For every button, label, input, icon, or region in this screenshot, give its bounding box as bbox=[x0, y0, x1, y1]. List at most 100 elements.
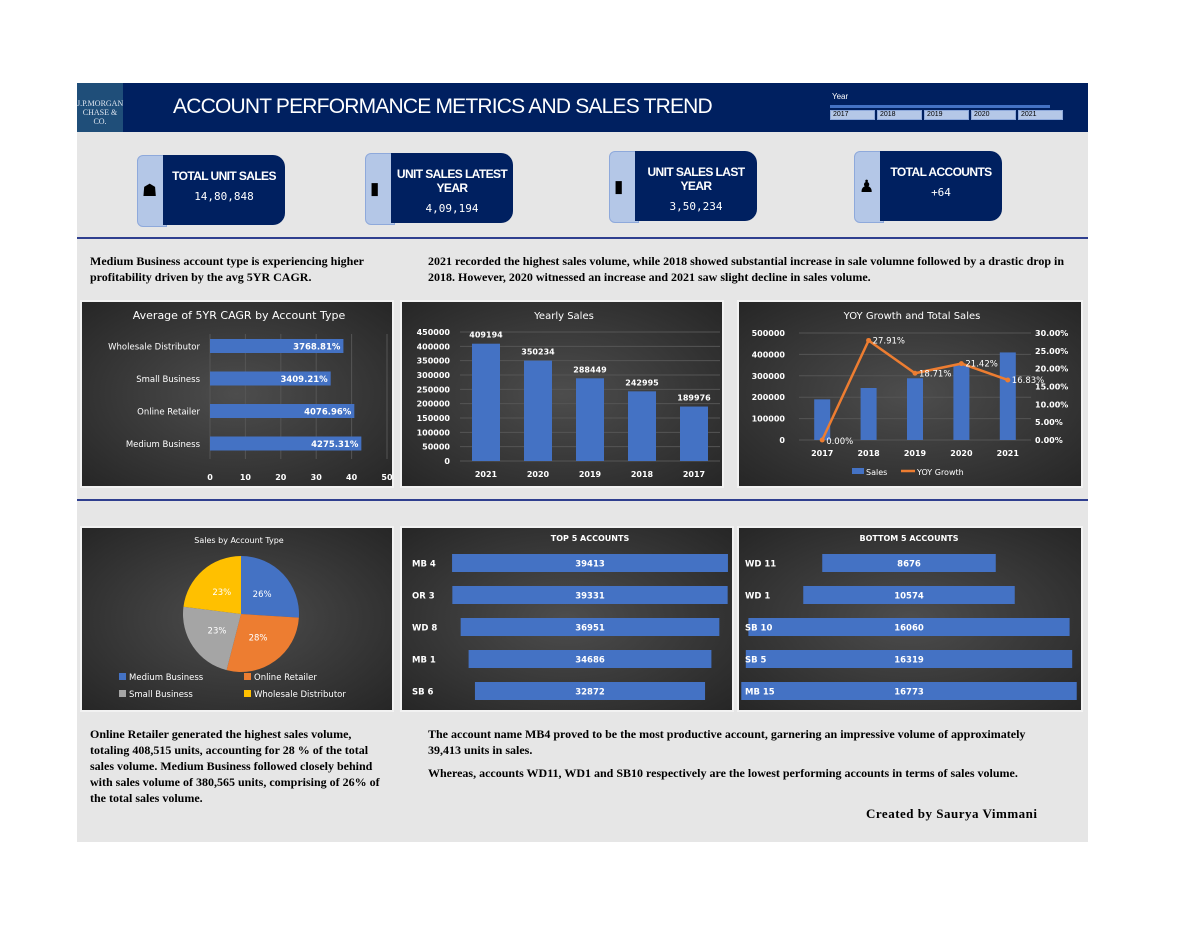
bar bbox=[524, 360, 552, 461]
bar bbox=[210, 436, 362, 451]
data-label: 16773 bbox=[894, 688, 924, 698]
category-label: SB 5 bbox=[745, 656, 767, 666]
y2-tick-label: 30.00% bbox=[1035, 329, 1068, 338]
header-bar: J.P.MORGAN CHASE & CO. ACCOUNT PERFORMANC… bbox=[77, 83, 1088, 132]
category-label: Small Business bbox=[136, 375, 200, 385]
year-option-2021[interactable]: 2021 bbox=[1018, 110, 1063, 120]
category-label: MB 15 bbox=[745, 688, 775, 698]
top-5-accounts-chart: TOP 5 ACCOUNTS 39413 MB 4 39331 OR 3 36951 WD … bbox=[400, 526, 734, 712]
sales-by-account-type-pie: Sales by Account Type 26% 28% 23% 23% Medium … bbox=[80, 526, 394, 712]
category-label: SB 6 bbox=[412, 688, 434, 698]
data-label: 16.83% bbox=[1012, 376, 1044, 386]
chart-title: Average of 5YR CAGR by Account Type bbox=[133, 309, 346, 322]
company-logo: J.P.MORGAN CHASE & CO. bbox=[77, 83, 123, 132]
sales-bar bbox=[999, 352, 1016, 440]
y2-tick-label: 15.00% bbox=[1035, 383, 1068, 392]
kpi-card: TOTAL UNIT SALES 14,80,848 bbox=[163, 155, 285, 225]
bar bbox=[680, 406, 708, 461]
y-tick-label: 300000 bbox=[417, 371, 451, 380]
data-label: 34686 bbox=[575, 656, 605, 666]
slice-label: 23% bbox=[208, 626, 227, 636]
y2-tick-label: 0.00% bbox=[1035, 436, 1063, 445]
kpi-label: TOTAL UNIT SALES bbox=[172, 169, 276, 183]
data-label: 3409.21% bbox=[280, 375, 328, 385]
x-tick-label: 0 bbox=[207, 473, 213, 482]
bar bbox=[576, 378, 604, 461]
year-option-2017[interactable]: 2017 bbox=[830, 110, 875, 120]
year-option-2019[interactable]: 2019 bbox=[924, 110, 969, 120]
pie-slice bbox=[183, 556, 241, 614]
data-label: 8676 bbox=[897, 560, 921, 570]
data-label: 39413 bbox=[575, 560, 605, 570]
legend-swatch bbox=[244, 690, 251, 697]
legend-label: Wholesale Distributor bbox=[254, 690, 346, 700]
chart-title: Yearly Sales bbox=[533, 311, 594, 322]
legend-swatch bbox=[852, 468, 864, 474]
category-label: MB 4 bbox=[412, 560, 436, 570]
bar bbox=[210, 404, 355, 418]
kpi-value: 4,09,194 bbox=[425, 202, 479, 215]
legend-label: Small Business bbox=[129, 690, 193, 700]
y2-tick-label: 10.00% bbox=[1035, 400, 1068, 409]
kpi-value: +64 bbox=[931, 186, 951, 199]
legend-swatch bbox=[119, 673, 126, 680]
x-tick-label: 20 bbox=[275, 473, 287, 482]
slice-label: 26% bbox=[253, 590, 272, 600]
kpi-label: UNIT SALES LAST YEAR bbox=[647, 165, 745, 193]
bottom-5-accounts-chart: BOTTOM 5 ACCOUNTS 8676 WD 11 10574 WD 1 16060… bbox=[737, 526, 1083, 712]
chart-title: TOP 5 ACCOUNTS bbox=[551, 534, 630, 543]
x-tick-label: 40 bbox=[346, 473, 358, 482]
page-title: ACCOUNT PERFORMANCE METRICS AND SALES TR… bbox=[173, 95, 713, 118]
pie-insight: Online Retailer generated the highest sa… bbox=[90, 727, 380, 805]
chart-title: Sales by Account Type bbox=[194, 536, 283, 545]
year-option-2020[interactable]: 2020 bbox=[971, 110, 1016, 120]
yoy-point bbox=[819, 437, 825, 443]
bar bbox=[210, 371, 331, 386]
category-label: Online Retailer bbox=[137, 408, 200, 418]
data-label: 189976 bbox=[677, 394, 711, 403]
year-option-2018[interactable]: 2018 bbox=[877, 110, 922, 120]
y-tick-label: 300000 bbox=[752, 372, 786, 381]
slice-label: 23% bbox=[212, 588, 231, 598]
yoy-growth-chart: YOY Growth and Total Sales 0 100000 200000 3… bbox=[737, 300, 1083, 488]
y-tick-label: 400000 bbox=[417, 342, 451, 351]
category-label: Wholesale Distributor bbox=[108, 343, 200, 353]
data-label: 21.42% bbox=[965, 360, 997, 370]
kpi-label: TOTAL ACCOUNTS bbox=[890, 165, 992, 179]
cagr-bar-chart: Average of 5YR CAGR by Account Type 0 10 20… bbox=[80, 300, 394, 488]
user-icon: ♟ bbox=[859, 177, 875, 196]
category-label: WD 11 bbox=[745, 560, 776, 570]
pie-slice bbox=[183, 606, 241, 671]
yoy-point bbox=[866, 337, 872, 343]
yoy-point bbox=[1005, 377, 1011, 383]
legend-label: Medium Business bbox=[129, 673, 204, 683]
chart-title: BOTTOM 5 ACCOUNTS bbox=[859, 534, 958, 543]
kpi-label: UNIT SALES LATEST YEAR bbox=[396, 167, 508, 195]
legend-label: Online Retailer bbox=[254, 673, 317, 683]
sales-insight: 2021 recorded the highest sales volume, … bbox=[428, 254, 1065, 284]
bar bbox=[472, 343, 500, 461]
bar bbox=[822, 554, 996, 572]
legend-swatch bbox=[244, 673, 251, 680]
cagr-insight: Medium Business account type is experien… bbox=[90, 254, 364, 284]
category-label: SB 10 bbox=[745, 624, 772, 634]
y2-tick-label: 5.00% bbox=[1035, 418, 1063, 427]
bar bbox=[452, 586, 728, 604]
y-tick-label: 150000 bbox=[417, 414, 451, 423]
x-tick-label: 10 bbox=[240, 473, 252, 482]
category-label: WD 8 bbox=[412, 624, 437, 634]
sales-bar bbox=[860, 387, 877, 440]
year-slicer-label: Year bbox=[832, 92, 849, 101]
data-label: 18.71% bbox=[919, 369, 951, 379]
bottom-accounts-insight: Whereas, accounts WD11, WD1 and SB10 res… bbox=[428, 766, 1018, 780]
data-label: 16319 bbox=[894, 656, 924, 666]
section-divider bbox=[77, 237, 1088, 239]
data-label: 4275.31% bbox=[311, 440, 359, 450]
bar bbox=[628, 391, 656, 461]
kpi-tab: ▮ bbox=[609, 151, 639, 223]
bar bbox=[741, 682, 1077, 700]
x-tick-label: 30 bbox=[311, 473, 323, 482]
top-accounts-insight: The account name MB4 proved to be the mo… bbox=[428, 727, 1026, 757]
data-label: 16060 bbox=[894, 624, 924, 634]
category-label: WD 1 bbox=[745, 592, 770, 602]
